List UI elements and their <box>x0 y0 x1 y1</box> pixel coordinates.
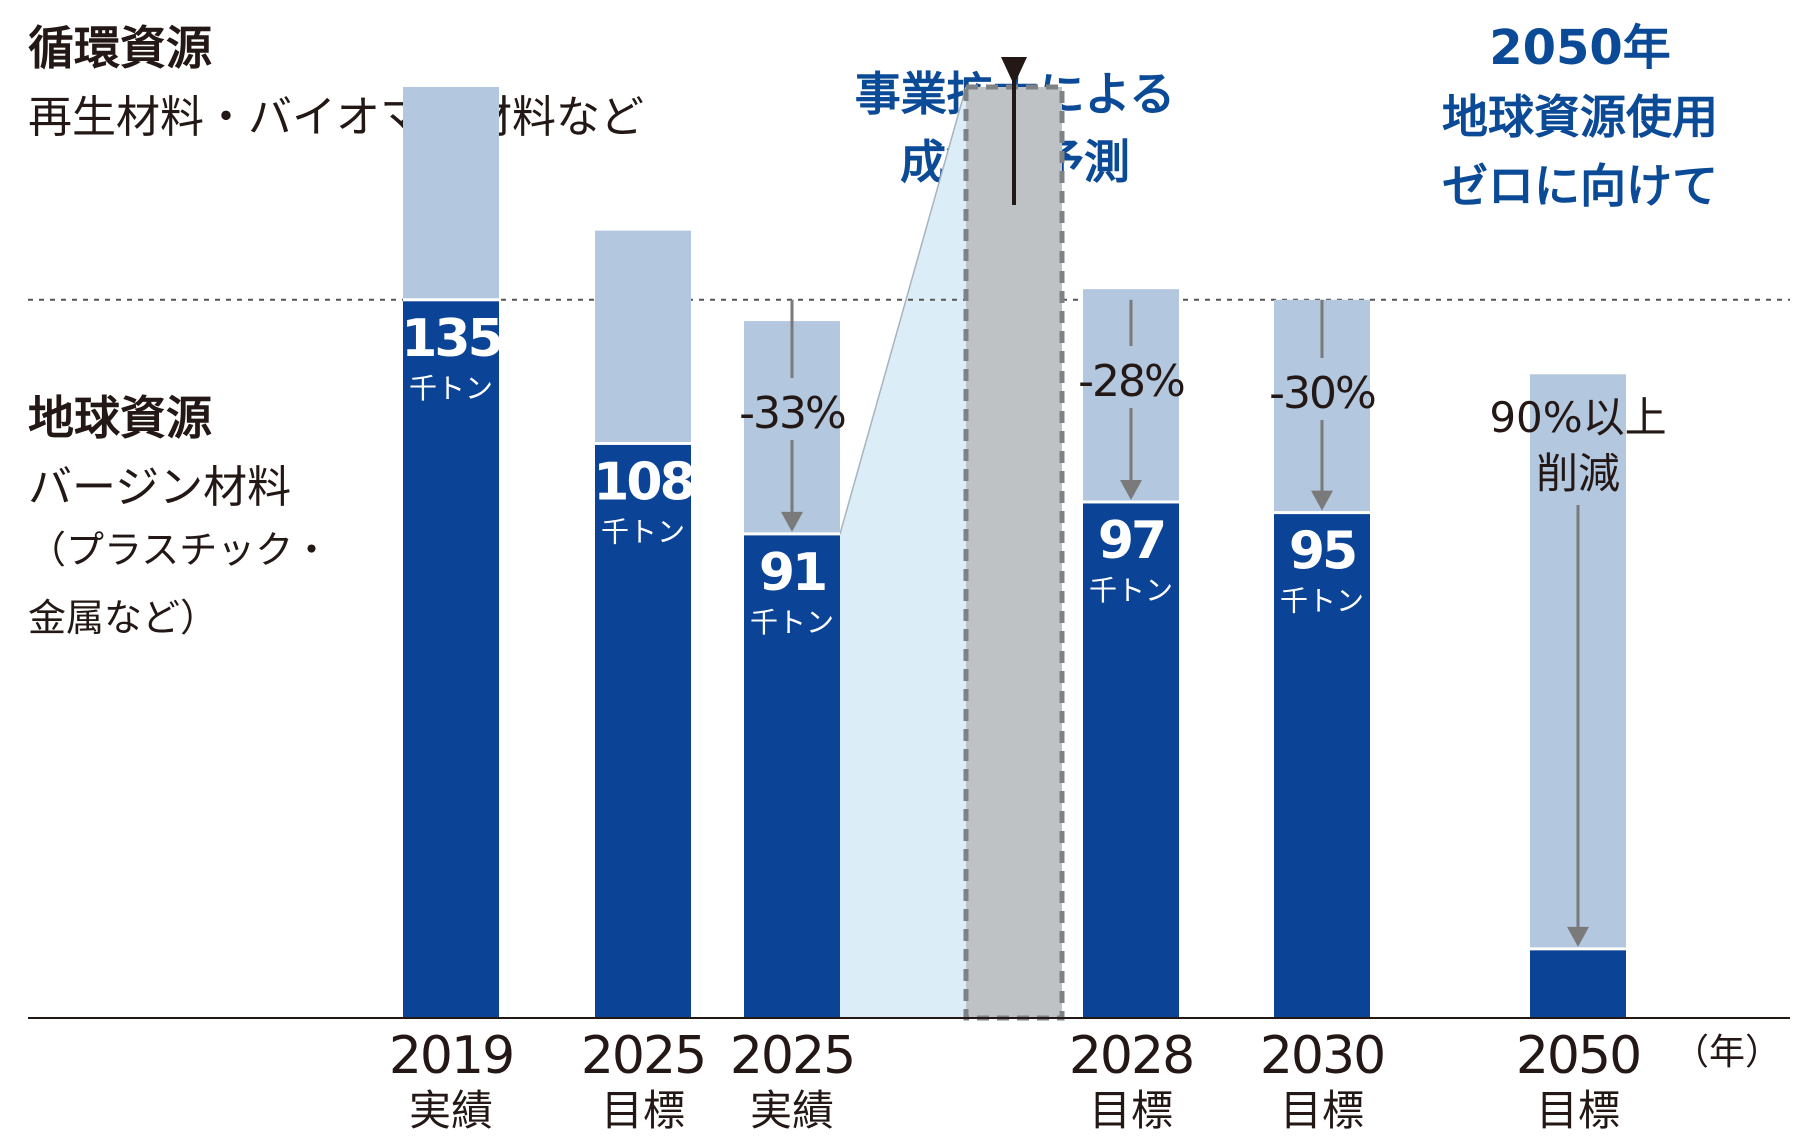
reduction-arrow-head <box>1120 479 1142 500</box>
expansion-band-edge <box>839 86 967 535</box>
bar-unit-label: 千トン <box>1280 585 1364 618</box>
legend-virgin-desc-2: （プラスチック・ <box>28 528 330 572</box>
bar-value-label: 91 <box>759 543 825 603</box>
reduction-percent-label: -30% <box>1269 368 1375 419</box>
goal-heading-line3: ゼロに向けて <box>1442 159 1718 213</box>
x-tick-year: 2028 <box>1069 1026 1193 1086</box>
reduction-percent-label: -33% <box>739 388 845 439</box>
reduction-percent-label: -28% <box>1078 356 1184 407</box>
bar-unit-label: 千トン <box>1089 574 1173 607</box>
bar-virgin-segment <box>403 301 499 1018</box>
legend-virgin-title: 地球資源 <box>28 391 212 445</box>
bar-unit-label: 千トン <box>750 606 834 639</box>
bar-virgin-segment <box>595 444 691 1018</box>
x-tick-year: 2025 <box>581 1026 705 1086</box>
x-tick-label: 目標 <box>601 1086 685 1135</box>
x-tick-year: 2050 <box>1516 1026 1640 1086</box>
x-tick-label: 実績 <box>750 1086 834 1135</box>
bar-virgin-segment <box>744 535 840 1018</box>
x-axis-unit-label: （年） <box>1673 1032 1781 1073</box>
x-tick-year: 2025 <box>730 1026 854 1086</box>
bar-unit-label: 千トン <box>601 515 685 548</box>
bar-virgin-segment <box>1530 950 1626 1018</box>
bar-circular-segment <box>595 230 691 444</box>
forecast-bar <box>963 84 1065 1021</box>
bar-value-label: 135 <box>401 309 501 369</box>
forecast-arrow-head <box>1001 57 1027 85</box>
goal-heading-line2: 地球資源使用 <box>1442 90 1718 144</box>
reduction-arrow-head <box>1311 490 1333 511</box>
goal-heading-line1: 2050年 <box>1489 20 1671 76</box>
expansion-band <box>840 87 966 1018</box>
legend-virgin-desc-3: 金属など） <box>28 596 218 640</box>
legend-virgin-desc-1: バージン材料 <box>28 462 291 513</box>
bar-value-label: 108 <box>593 452 693 512</box>
x-tick-year: 2019 <box>389 1026 513 1086</box>
legend-circular-title: 循環資源 <box>28 21 212 75</box>
bar-value-label: 97 <box>1098 511 1164 571</box>
bar-virgin-segment <box>1274 514 1370 1018</box>
x-tick-label: 目標 <box>1536 1086 1620 1135</box>
bar-circular-segment <box>403 87 499 300</box>
bar-unit-label: 千トン <box>409 372 493 405</box>
reduction-arrow-head <box>781 511 803 532</box>
bar-virgin-segment <box>1083 503 1179 1019</box>
x-tick-label: 実績 <box>409 1086 493 1135</box>
x-tick-label: 目標 <box>1089 1086 1173 1135</box>
reduction-arrow-2050-head <box>1567 926 1589 947</box>
reduction-label-2050-line2: 削減 <box>1536 449 1620 498</box>
x-tick-year: 2030 <box>1260 1026 1384 1086</box>
reduction-label-2050-line1: 90%以上 <box>1489 393 1666 442</box>
x-tick-label: 目標 <box>1280 1086 1364 1135</box>
legend-circular-desc: 再生材料・バイオマス材料など <box>28 92 644 143</box>
bar-value-label: 95 <box>1289 522 1355 582</box>
